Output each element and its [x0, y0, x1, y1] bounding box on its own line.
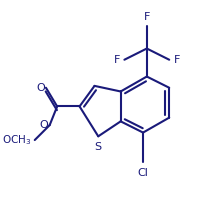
Text: F: F [114, 55, 120, 65]
Text: F: F [144, 12, 150, 22]
Text: S: S [95, 142, 102, 152]
Text: O: O [40, 120, 49, 130]
Text: O: O [36, 83, 45, 93]
Text: F: F [173, 55, 180, 65]
Text: Cl: Cl [138, 168, 149, 178]
Text: OCH$_3$: OCH$_3$ [2, 133, 31, 147]
